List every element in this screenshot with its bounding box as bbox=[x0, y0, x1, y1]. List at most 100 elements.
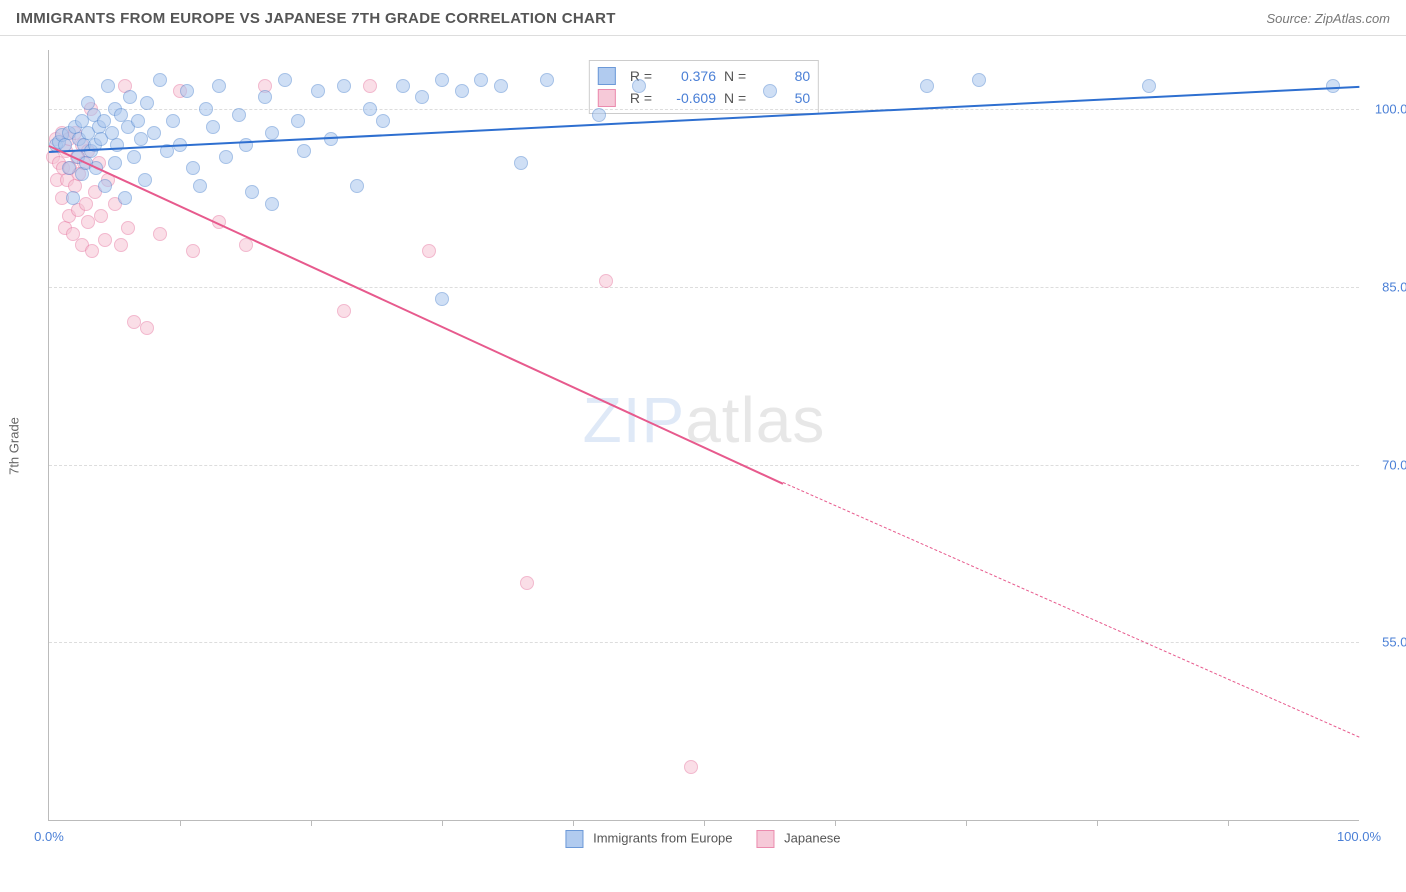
y-tick-label: 85.0% bbox=[1382, 279, 1406, 294]
scatter-point bbox=[193, 179, 207, 193]
scatter-point bbox=[98, 233, 112, 247]
scatter-point bbox=[153, 227, 167, 241]
scatter-point bbox=[121, 221, 135, 235]
scatter-point bbox=[85, 244, 99, 258]
scatter-point bbox=[435, 292, 449, 306]
x-tick bbox=[442, 820, 443, 826]
stats-N-label2: N = bbox=[724, 90, 746, 106]
scatter-point bbox=[239, 238, 253, 252]
x-tick-label: 100.0% bbox=[1337, 829, 1381, 844]
stats-row-japanese: R = -0.609 N = 50 bbox=[598, 87, 810, 109]
x-tick bbox=[1097, 820, 1098, 826]
scatter-point bbox=[422, 244, 436, 258]
scatter-point bbox=[278, 73, 292, 87]
scatter-point bbox=[118, 191, 132, 205]
scatter-point bbox=[474, 73, 488, 87]
scatter-point bbox=[101, 79, 115, 93]
scatter-point bbox=[75, 167, 89, 181]
scatter-point bbox=[199, 102, 213, 116]
y-tick-label: 70.0% bbox=[1382, 457, 1406, 472]
scatter-point bbox=[186, 244, 200, 258]
scatter-point bbox=[123, 90, 137, 104]
scatter-point bbox=[98, 179, 112, 193]
scatter-point bbox=[134, 132, 148, 146]
y-tick-label: 55.0% bbox=[1382, 635, 1406, 650]
legend-label-japanese: Japanese bbox=[784, 830, 840, 845]
scatter-point bbox=[337, 79, 351, 93]
scatter-point bbox=[455, 84, 469, 98]
scatter-point bbox=[592, 108, 606, 122]
gridline-h bbox=[49, 109, 1359, 110]
scatter-point bbox=[350, 179, 364, 193]
scatter-point bbox=[1142, 79, 1156, 93]
scatter-point bbox=[79, 197, 93, 211]
scatter-point bbox=[212, 79, 226, 93]
x-tick bbox=[573, 820, 574, 826]
scatter-point bbox=[166, 114, 180, 128]
scatter-point bbox=[62, 161, 76, 175]
scatter-point bbox=[599, 274, 613, 288]
gridline-h bbox=[49, 465, 1359, 466]
scatter-point bbox=[337, 304, 351, 318]
x-tick bbox=[966, 820, 967, 826]
scatter-point bbox=[514, 156, 528, 170]
legend-label-europe: Immigrants from Europe bbox=[593, 830, 732, 845]
scatter-point bbox=[396, 79, 410, 93]
scatter-point bbox=[972, 73, 986, 87]
watermark-zip: ZIP bbox=[583, 384, 686, 456]
scatter-point bbox=[291, 114, 305, 128]
swatch-europe-icon bbox=[598, 67, 616, 85]
x-tick bbox=[835, 820, 836, 826]
scatter-point bbox=[245, 185, 259, 199]
scatter-point bbox=[239, 138, 253, 152]
scatter-point bbox=[376, 114, 390, 128]
scatter-point bbox=[114, 238, 128, 252]
scatter-point bbox=[494, 79, 508, 93]
watermark-atlas: atlas bbox=[685, 384, 825, 456]
x-tick bbox=[180, 820, 181, 826]
scatter-point bbox=[131, 114, 145, 128]
scatter-point bbox=[138, 173, 152, 187]
scatter-point bbox=[297, 144, 311, 158]
scatter-point bbox=[1326, 79, 1340, 93]
scatter-point bbox=[186, 161, 200, 175]
scatter-point bbox=[520, 576, 534, 590]
scatter-point bbox=[540, 73, 554, 87]
gridline-h bbox=[49, 642, 1359, 643]
stats-R-japanese: -0.609 bbox=[660, 90, 716, 106]
x-tick bbox=[704, 820, 705, 826]
source-attribution: Source: ZipAtlas.com bbox=[1266, 11, 1390, 26]
scatter-point bbox=[206, 120, 220, 134]
scatter-point bbox=[140, 96, 154, 110]
x-tick bbox=[311, 820, 312, 826]
swatch-japanese-icon bbox=[598, 89, 616, 107]
scatter-point bbox=[147, 126, 161, 140]
scatter-point bbox=[140, 321, 154, 335]
chart-title: IMMIGRANTS FROM EUROPE VS JAPANESE 7TH G… bbox=[16, 10, 616, 27]
stats-N-label: N = bbox=[724, 68, 746, 84]
title-bar: IMMIGRANTS FROM EUROPE VS JAPANESE 7TH G… bbox=[0, 0, 1406, 36]
trend-line bbox=[49, 145, 783, 484]
scatter-point bbox=[258, 90, 272, 104]
y-tick-label: 100.0% bbox=[1375, 102, 1406, 117]
scatter-point bbox=[127, 150, 141, 164]
scatter-point bbox=[265, 197, 279, 211]
scatter-point bbox=[66, 191, 80, 205]
stats-legend: R = 0.376 N = 80 R = -0.609 N = 50 bbox=[589, 60, 819, 114]
x-tick bbox=[1228, 820, 1229, 826]
scatter-point bbox=[127, 315, 141, 329]
scatter-point bbox=[81, 215, 95, 229]
scatter-point bbox=[363, 79, 377, 93]
scatter-point bbox=[180, 84, 194, 98]
scatter-point bbox=[632, 79, 646, 93]
legend-item-europe: Immigrants from Europe bbox=[565, 830, 732, 848]
trend-line bbox=[782, 482, 1359, 738]
stats-row-europe: R = 0.376 N = 80 bbox=[598, 65, 810, 87]
scatter-point bbox=[415, 90, 429, 104]
scatter-point bbox=[920, 79, 934, 93]
x-tick-label: 0.0% bbox=[34, 829, 64, 844]
scatter-point bbox=[232, 108, 246, 122]
scatter-point bbox=[108, 156, 122, 170]
swatch-japanese-icon bbox=[757, 830, 775, 848]
gridline-h bbox=[49, 287, 1359, 288]
